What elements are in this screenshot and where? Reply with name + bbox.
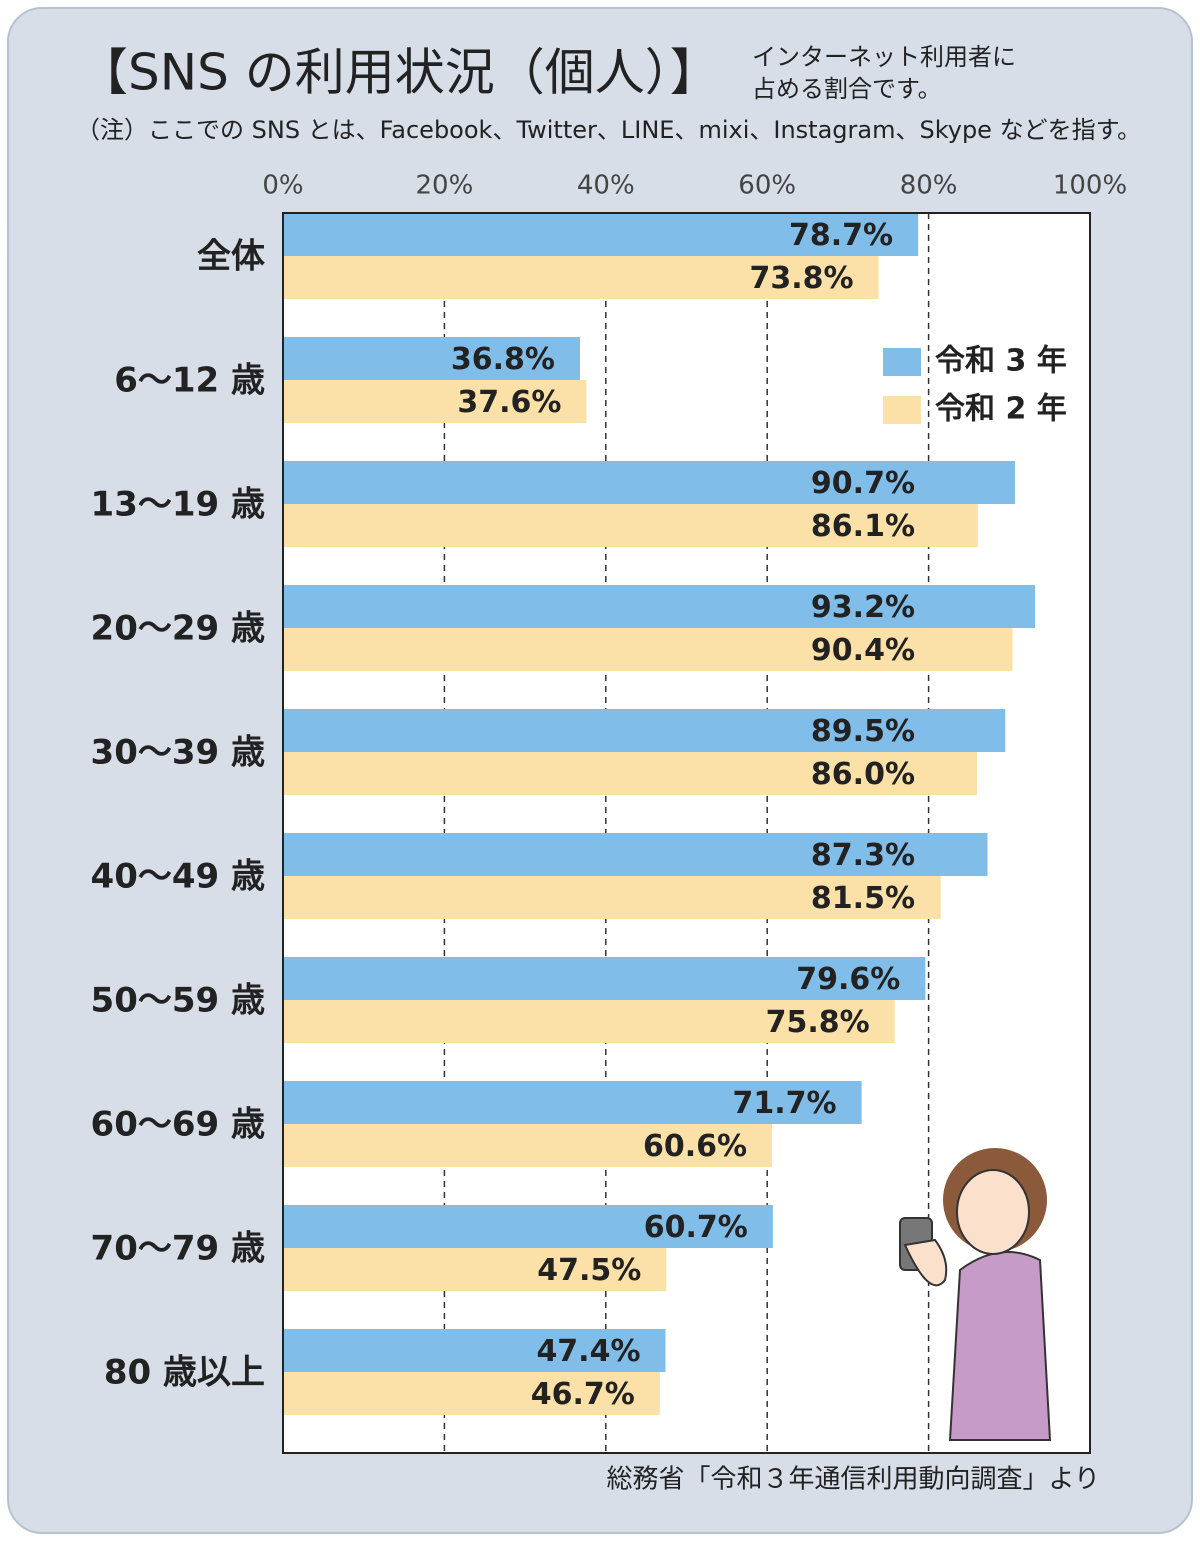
source: 総務省「令和３年通信利用動向調査」より xyxy=(607,1465,1100,1495)
x-tick-label: 80% xyxy=(900,171,958,201)
illustration xyxy=(899,1148,1052,1441)
bar xyxy=(283,585,1036,628)
bar xyxy=(283,1205,773,1248)
bar xyxy=(283,709,1006,752)
x-tick-label: 0% xyxy=(262,171,303,201)
value-label: 79.6% xyxy=(796,962,900,997)
bar xyxy=(283,1248,667,1291)
bar xyxy=(283,752,978,795)
value-label: 87.3% xyxy=(811,838,915,873)
bar xyxy=(283,380,587,423)
value-label: 86.0% xyxy=(811,757,915,792)
value-label: 36.8% xyxy=(451,342,555,377)
person-face xyxy=(956,1169,1030,1255)
value-label: 90.7% xyxy=(811,466,915,501)
value-label: 89.5% xyxy=(811,714,915,749)
bar xyxy=(283,1081,862,1124)
value-label: 90.4% xyxy=(811,633,915,668)
bar xyxy=(283,1124,773,1167)
bar xyxy=(283,957,926,1000)
bar xyxy=(283,876,941,919)
bar xyxy=(283,833,988,876)
value-label: 47.4% xyxy=(536,1334,640,1369)
person-body xyxy=(948,1251,1052,1441)
plot xyxy=(282,213,1091,1453)
legend-swatch xyxy=(883,396,921,424)
value-label: 47.5% xyxy=(537,1253,641,1288)
y-tick-label: 50～59 歳 xyxy=(91,981,265,1021)
value-label: 60.6% xyxy=(643,1129,747,1164)
value-label: 46.7% xyxy=(531,1377,635,1412)
bar xyxy=(283,337,580,380)
value-label: 86.1% xyxy=(811,509,915,544)
person-hand xyxy=(903,1238,948,1287)
bar xyxy=(283,504,978,547)
value-label: 81.5% xyxy=(811,881,915,916)
subtitle: インターネット利用者に xyxy=(752,43,1016,71)
value-label: 75.8% xyxy=(766,1005,870,1040)
note: （注）ここでの SNS とは、Facebook、Twitter、LINE、mix… xyxy=(76,116,1141,144)
x-tick-label: 20% xyxy=(416,171,474,201)
bar xyxy=(283,213,919,256)
legend-label: 令和 2 年 xyxy=(935,392,1067,427)
y-tick-label: 40～49 歳 xyxy=(91,857,265,897)
value-label: 73.8% xyxy=(749,261,853,296)
bar xyxy=(283,1372,660,1415)
y-tick-label: 13～19 歳 xyxy=(91,485,265,525)
value-label: 71.7% xyxy=(733,1086,837,1121)
x-tick-label: 100% xyxy=(1053,171,1127,201)
legend-label: 令和 3 年 xyxy=(935,344,1067,379)
value-label: 60.7% xyxy=(644,1210,748,1245)
chart-title: 【SNS の利用状況（個人）】 xyxy=(78,44,720,102)
bar xyxy=(283,461,1015,504)
y-tick-label: 30～39 歳 xyxy=(91,733,265,773)
value-label: 78.7% xyxy=(789,218,893,253)
y-tick-label: 60～69 歳 xyxy=(91,1105,265,1145)
subtitle: 占める割合です。 xyxy=(752,75,942,103)
bar xyxy=(283,256,879,299)
value-label: 37.6% xyxy=(457,385,561,420)
y-tick-label: 70～79 歳 xyxy=(91,1229,265,1269)
value-label: 93.2% xyxy=(811,590,915,625)
x-tick-label: 40% xyxy=(577,171,635,201)
y-tick-label: 20～29 歳 xyxy=(91,609,265,649)
y-tick-label: 6～12 歳 xyxy=(114,361,265,401)
plot-border xyxy=(282,212,1091,1454)
bar xyxy=(283,628,1013,671)
bar xyxy=(283,1329,666,1372)
y-tick-label: 80 歳以上 xyxy=(104,1353,265,1393)
legend-swatch xyxy=(883,348,921,376)
x-tick-label: 60% xyxy=(738,171,796,201)
y-tick-label: 全体 xyxy=(197,237,265,277)
bar xyxy=(283,1000,895,1043)
